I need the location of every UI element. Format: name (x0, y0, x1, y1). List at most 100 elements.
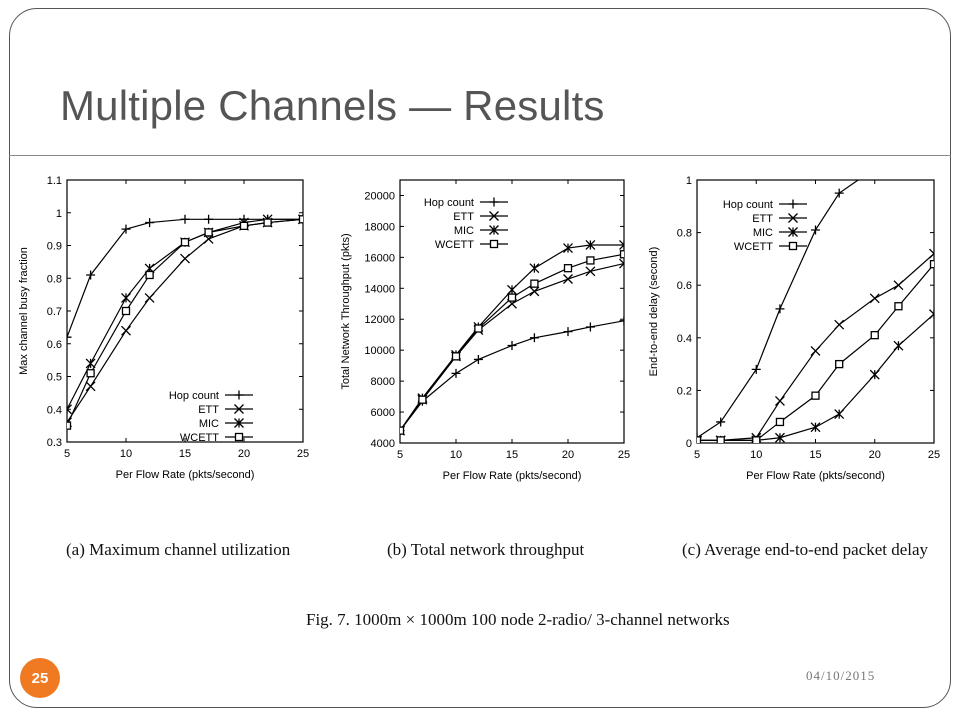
y-tick-label: 0.8 (677, 228, 692, 240)
data-point (893, 280, 904, 291)
legend-label: MIC (199, 418, 219, 430)
x-tick-label: 15 (809, 449, 821, 461)
data-point (775, 417, 785, 427)
y-tick-label: 0 (686, 438, 692, 450)
y-tick-label: 10000 (364, 345, 395, 357)
legend-marker (489, 211, 499, 221)
data-point (834, 188, 844, 198)
data-point (752, 436, 761, 443)
y-tick-label: 0.5 (47, 372, 62, 384)
data-point (619, 240, 624, 250)
data-point (121, 224, 131, 234)
series-line (697, 313, 934, 441)
legend-label: ETT (198, 404, 219, 416)
y-axis-label: Max channel busy fraction (18, 247, 30, 375)
data-point (870, 331, 879, 340)
subcaption-b: (b) Total network throughput (387, 540, 585, 559)
data-point (473, 354, 483, 364)
subcaption-a: (a) Maximum channel utilization (66, 540, 291, 559)
data-point (775, 304, 785, 314)
series-mic (400, 240, 624, 436)
y-tick-label: 0.4 (677, 333, 692, 345)
legend-label: Hop count (723, 199, 773, 211)
data-point (180, 238, 190, 247)
series-wcett (67, 215, 303, 430)
legend-label: MIC (753, 227, 773, 239)
x-tick-label: 15 (179, 448, 191, 460)
chart-total-network-throughput: 5 10 15 20 25 4000 6000 8000 10000 12000 14000 1600… (340, 179, 630, 482)
series-wcett (697, 260, 934, 443)
y-axis-label: Total Network Throughput (pkts) (340, 233, 352, 389)
chart-max-channel-utilization: 5 10 15 20 25 0.3 0.4 0.5 0.6 0.7 0.8 0.9 1 1.1 Per Fl… (18, 175, 309, 481)
x-axis-label: Per Flow Rate (pkts/second) (443, 470, 582, 482)
data-point (716, 417, 726, 427)
data-point (697, 436, 702, 443)
slide-frame (9, 8, 951, 708)
x-tick-label: 10 (450, 449, 462, 461)
data-point (263, 218, 272, 227)
y-tick-label: 16000 (364, 252, 395, 264)
chart-end-to-end-delay: 5 10 15 20 25 0 0.2 0.4 0.6 0.8 1 Per Flow Rate (pk… (648, 175, 940, 482)
legend-marker (788, 213, 798, 223)
data-point (894, 302, 903, 311)
data-point (563, 274, 573, 284)
y-tick-label: 18000 (364, 221, 395, 233)
data-point (586, 256, 595, 265)
data-point (144, 292, 155, 303)
data-point (835, 359, 844, 369)
data-point (751, 364, 761, 374)
data-point (811, 225, 820, 235)
data-point (585, 240, 596, 250)
data-point (810, 345, 821, 356)
legend-marker (489, 239, 499, 249)
legend-label: Hop count (424, 197, 474, 209)
data-point (563, 243, 573, 254)
data-point (67, 332, 72, 342)
data-point (585, 266, 596, 277)
legend-marker (788, 241, 798, 251)
series-line (697, 263, 934, 441)
slide-date: 04/10/2015 (806, 668, 876, 683)
series-ett (697, 248, 934, 443)
y-tick-label: 12000 (364, 314, 395, 326)
x-tick-label: 10 (750, 449, 762, 461)
data-point (929, 260, 934, 269)
data-point (530, 279, 539, 288)
data-point (145, 270, 154, 280)
slide-title: Multiple Channels — Results (60, 82, 605, 129)
x-tick-label: 25 (297, 448, 309, 460)
data-point (774, 395, 785, 406)
series-line (67, 218, 303, 338)
slide-number-badge: 25 (20, 658, 60, 698)
data-point (85, 381, 96, 392)
y-tick-label: 20000 (364, 190, 395, 202)
y-tick-label: 0.6 (47, 339, 62, 351)
data-point (929, 248, 934, 259)
y-tick-label: 0.9 (47, 241, 62, 253)
series-hop-count (400, 316, 624, 436)
data-point (67, 421, 72, 430)
legend-marker (234, 418, 244, 428)
legend-label: MIC (454, 225, 474, 237)
data-point (204, 228, 213, 237)
data-point (418, 395, 427, 404)
legend-label: WCETT (734, 241, 773, 253)
figure-caption: Fig. 7. 1000m × 1000m 100 node 2-radio/ … (306, 610, 730, 629)
x-tick-label: 20 (869, 449, 881, 461)
x-tick-label: 25 (618, 449, 630, 461)
y-tick-label: 0.6 (677, 280, 692, 292)
chart-legend: Hop count ETT MIC WCETT (723, 199, 807, 253)
legend-label: ETT (752, 213, 773, 225)
y-tick-label: 6000 (371, 407, 395, 419)
data-point (529, 286, 540, 297)
y-tick-label: 1 (686, 175, 692, 187)
x-tick-label: 15 (506, 449, 518, 461)
data-point (834, 319, 845, 330)
data-point (67, 404, 72, 415)
data-point (121, 325, 131, 336)
data-point (507, 293, 517, 302)
y-tick-label: 0.3 (47, 437, 62, 449)
chart-legend: Hop count ETT MIC WCETT (424, 197, 508, 251)
data-point (563, 327, 573, 337)
data-point (774, 432, 785, 443)
